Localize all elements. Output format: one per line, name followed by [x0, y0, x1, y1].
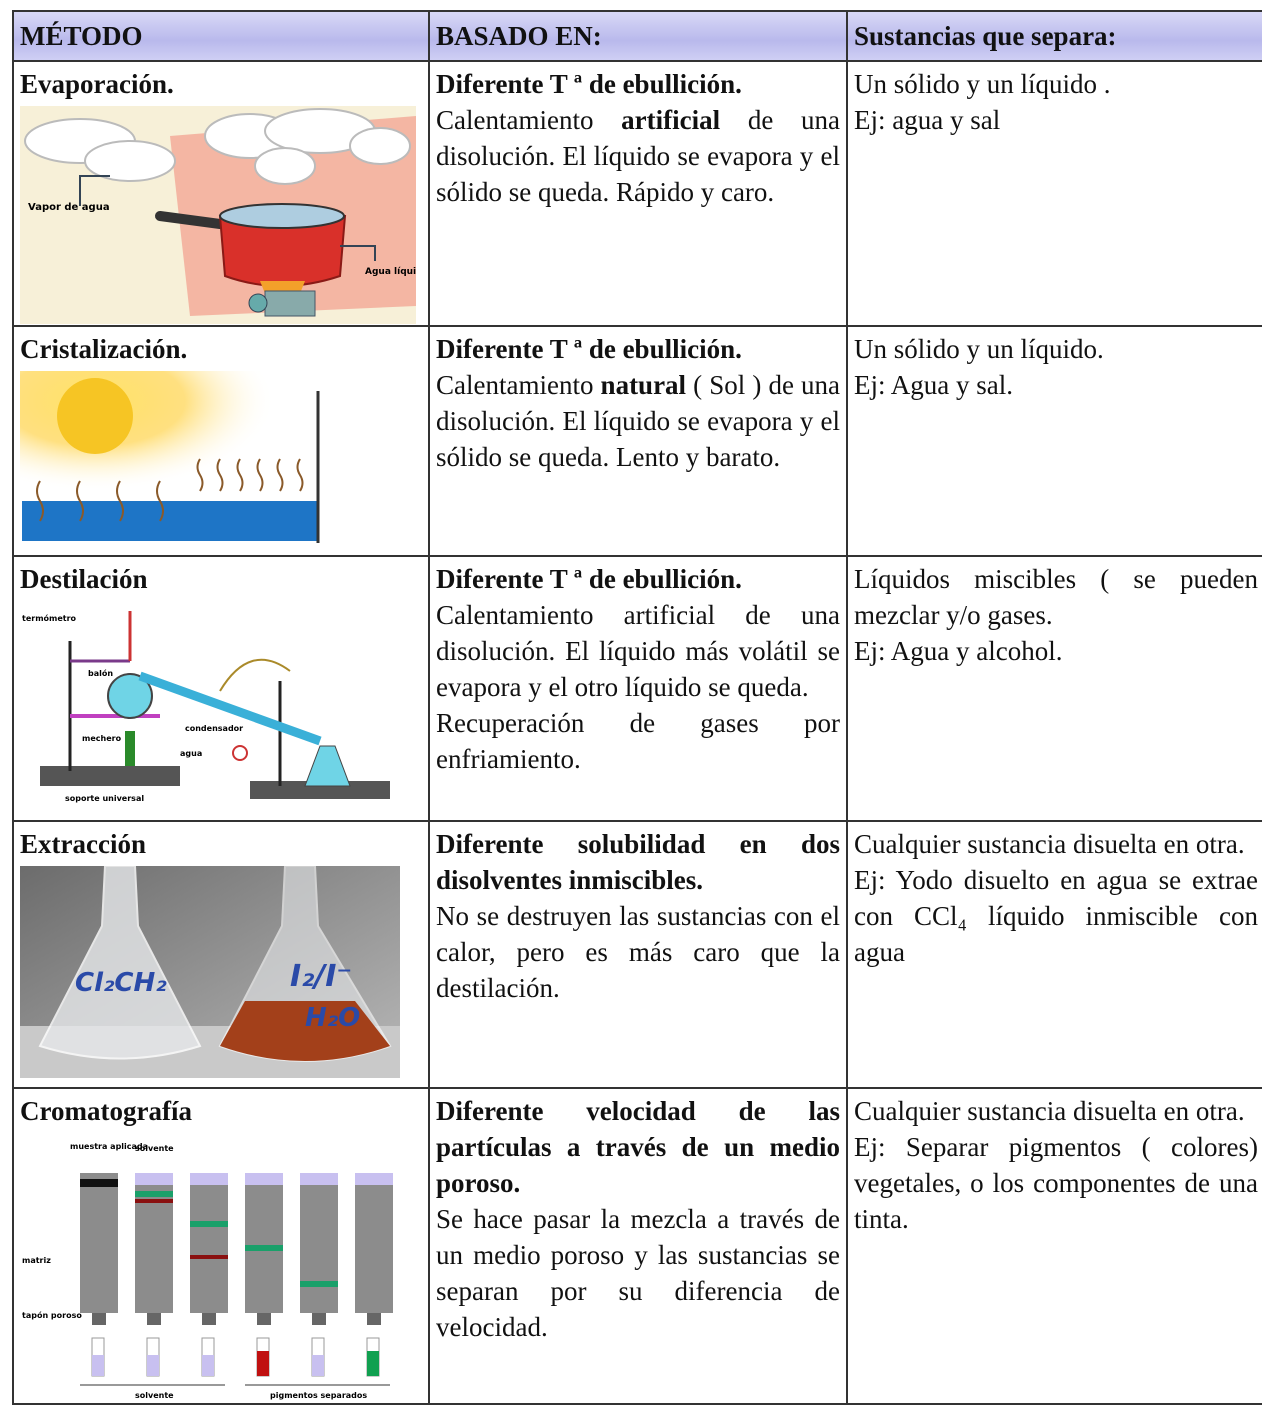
basis-text: Se hace pasar la mezcla a través de un m…	[436, 1204, 840, 1342]
image-label: solvente	[135, 1144, 174, 1153]
method-row: Extracción Cl₂CH₂ I₂/I⁻ H₂O Diferente so…	[12, 820, 1262, 1089]
substances-cell: Un sólido y un líquido. Ej: Agua y sal.	[846, 325, 1262, 557]
substances-cell: Cualquier sustancia disuelta en otra. Ej:…	[846, 1087, 1262, 1405]
basis-paragraph: Diferente T ª de ebullición.	[436, 331, 840, 367]
image-label: pigmentos separados	[270, 1391, 367, 1400]
method-cell: Destilación termómetro balón condensador…	[12, 555, 430, 822]
image-label: termómetro	[22, 613, 77, 623]
basis-paragraph: No se destruyen las sustancias con el ca…	[436, 898, 840, 1006]
substances-text: Un sólido y un líquido.	[854, 334, 1104, 364]
basis-text: de una disolución. El líquido se evapora…	[436, 105, 840, 207]
basis-text: No se destruyen las sustancias con el ca…	[436, 901, 840, 1003]
image-label: Cl₂CH₂	[75, 968, 167, 998]
basis-text: Calentamiento	[436, 105, 622, 135]
method-row: Cromatografía muestra aplicada solvente …	[12, 1087, 1262, 1405]
basis-paragraph: Diferente T ª de ebullición.	[436, 561, 840, 597]
substances-text: Ej: Separar pigmentos ( colores) vegetal…	[854, 1132, 1258, 1234]
basis-paragraph: Calentamiento artificial de una disoluci…	[436, 102, 840, 210]
substances-text: Líquidos miscibles ( se pueden mezclar y…	[854, 564, 1258, 630]
substances-cell: Un sólido y un líquido . Ej: agua y sal	[846, 60, 1262, 327]
method-name: Cromatografía	[20, 1096, 192, 1126]
substances-text: Ej: Agua y alcohol.	[854, 636, 1063, 666]
substances-cell: Cualquier sustancia disuelta en otra. Ej:…	[846, 820, 1262, 1089]
method-name: Extracción	[20, 829, 146, 859]
image-label: Agua líquida	[365, 267, 416, 277]
basis-text: Diferente T ª de ebullición.	[436, 69, 742, 99]
basis-cell: Diferente T ª de ebullición. Calentamient…	[428, 60, 848, 327]
substances-cell: Líquidos miscibles ( se pueden mezclar y…	[846, 555, 1262, 822]
crystallization-illustration	[20, 371, 320, 543]
method-row: Destilación termómetro balón condensador…	[12, 555, 1262, 822]
method-cell: Extracción Cl₂CH₂ I₂/I⁻ H₂O	[12, 820, 430, 1089]
basis-paragraph: Diferente velocidad de las partículas a …	[436, 1093, 840, 1201]
column-header: Sustancias que separa:	[846, 10, 1262, 62]
image-label: H₂O	[305, 1003, 360, 1033]
method-row: Cristalización. Diferente T ª de ebullic…	[12, 325, 1262, 557]
substances-text: Un sólido y un líquido .	[854, 69, 1111, 99]
image-label: tapón poroso	[22, 1310, 82, 1320]
basis-cell: Diferente solubilidad en dos disolventes…	[428, 820, 848, 1089]
image-label: mechero	[82, 734, 122, 743]
substances-text: Ej: agua y sal	[854, 105, 1001, 135]
basis-cell: Diferente T ª de ebullición. Calentamient…	[428, 325, 848, 557]
basis-paragraph: Diferente T ª de ebullición.	[436, 66, 840, 102]
separation-methods-table: MÉTODO BASADO EN: Sustancias que separa: Ev…	[12, 10, 1262, 1405]
basis-text: Calentamiento	[436, 370, 601, 400]
basis-paragraph: Diferente solubilidad en dos disolventes…	[436, 826, 840, 898]
image-label: agua	[180, 749, 202, 758]
image-label: soporte universal	[65, 794, 144, 803]
basis-text: artificial	[621, 105, 721, 135]
substances-text: Cualquier sustancia disuelta en otra.	[854, 1096, 1245, 1126]
basis-cell: Diferente T ª de ebullición. Calentamient…	[428, 555, 848, 822]
extraction-photo: Cl₂CH₂ I₂/I⁻ H₂O	[20, 866, 400, 1078]
basis-paragraph: Recuperación de gases por enfriamiento.	[436, 705, 840, 777]
method-name: Evaporación.	[20, 69, 174, 99]
substances-text: Ej: Agua y sal.	[854, 370, 1013, 400]
image-label: matriz	[22, 1256, 51, 1265]
image-label: Vapor de agua	[28, 202, 110, 213]
basis-text: Diferente solubilidad en dos disolventes…	[436, 829, 840, 895]
column-header: MÉTODO	[12, 10, 430, 62]
substances-text: Ej: Yodo disuelto en agua se extrae con …	[854, 865, 1258, 967]
basis-paragraph: Calentamiento artificial de una disoluci…	[436, 597, 840, 705]
image-label: solvente	[135, 1391, 174, 1400]
basis-paragraph: Se hace pasar la mezcla a través de un m…	[436, 1201, 840, 1345]
method-cell: Cromatografía muestra aplicada solvente …	[12, 1087, 430, 1405]
basis-cell: Diferente velocidad de las partículas a …	[428, 1087, 848, 1405]
evaporation-illustration: Vapor de agua Agua líquida	[20, 106, 416, 324]
basis-text: Diferente T ª de ebullición.	[436, 334, 742, 364]
image-label: I₂/I⁻	[290, 959, 352, 994]
chromatography-illustration: muestra aplicada solvente matriz tapón p…	[22, 1142, 393, 1400]
basis-paragraph: Calentamiento natural ( Sol ) de una dis…	[436, 367, 840, 475]
method-cell: Cristalización.	[12, 325, 430, 557]
method-name: Cristalización.	[20, 334, 188, 364]
basis-text: ( Sol ) de una disolución. El líquido se…	[436, 370, 840, 472]
basis-text: Diferente velocidad de las partículas a …	[436, 1096, 840, 1198]
header-row: MÉTODO BASADO EN: Sustancias que separa:	[12, 10, 1262, 62]
basis-text: Recuperación de gases por enfriamiento.	[436, 708, 840, 774]
distillation-illustration: termómetro balón condensador mechero agu…	[22, 611, 390, 803]
basis-text: Calentamiento artificial de una disoluci…	[436, 600, 840, 702]
basis-text: Diferente T ª de ebullición.	[436, 564, 742, 594]
basis-text: natural	[600, 370, 687, 400]
column-header: BASADO EN:	[428, 10, 848, 62]
method-cell: Evaporación. Vapor de agua Agua líquida	[12, 60, 430, 327]
method-row: Evaporación. Vapor de agua Agua líquida …	[12, 60, 1262, 327]
image-label: condensador	[185, 724, 243, 733]
image-label: muestra aplicada	[70, 1142, 148, 1151]
substances-text: Cualquier sustancia disuelta en otra.	[854, 829, 1245, 859]
image-label: balón	[88, 668, 113, 678]
method-name: Destilación	[20, 564, 148, 594]
